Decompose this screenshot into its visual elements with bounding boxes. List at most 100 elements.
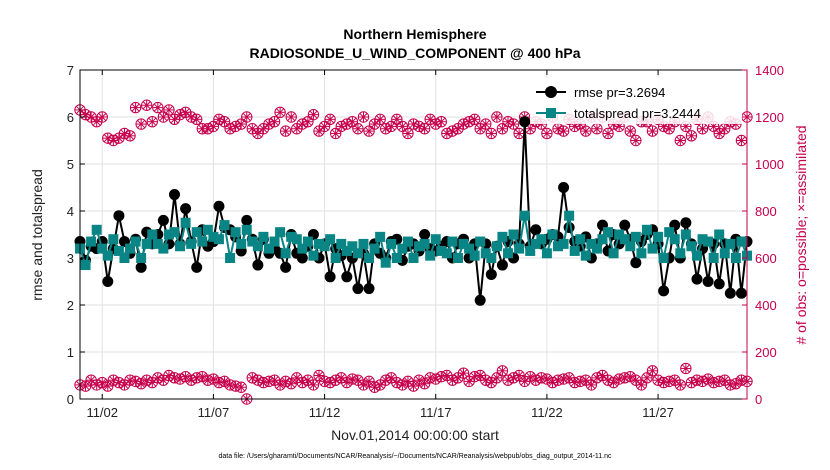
- obs-assimilated-stroke: [181, 372, 190, 381]
- obs-assimilated-stroke: [415, 376, 423, 385]
- spread-point: [680, 229, 691, 240]
- spread-point: [653, 231, 664, 242]
- obs-possible-point: [468, 113, 481, 126]
- obs-assimilated-point: [674, 379, 686, 391]
- spread-point: [525, 245, 536, 256]
- spread-point: [625, 241, 636, 252]
- spread-point: [347, 241, 358, 252]
- obs-possible-marker: [235, 118, 247, 130]
- obs-assimilated-stroke: [631, 136, 640, 145]
- line-series: [74, 116, 753, 306]
- spread-point: [369, 243, 380, 254]
- rmse-point: [168, 189, 180, 201]
- obs-assimilated-stroke: [687, 131, 696, 140]
- spread-point: [302, 236, 313, 247]
- spread-point: [591, 243, 602, 254]
- obs-assimilated-point: [457, 367, 470, 379]
- x-tick-label: 11/12: [309, 405, 341, 420]
- obs-possible-point: [218, 116, 231, 128]
- obs-assimilated-stroke: [398, 122, 407, 131]
- obs-assimilated-stroke: [420, 124, 429, 133]
- obs-assimilated-stroke: [354, 124, 362, 133]
- obs-possible-point: [329, 127, 342, 140]
- obs-assimilated-stroke: [209, 122, 218, 131]
- obs-assimilated-point: [635, 379, 648, 391]
- x-axis-label: Nov.01,2014 00:00:00 start: [331, 427, 499, 443]
- spread-point: [80, 260, 91, 271]
- rmse-point: [352, 283, 364, 295]
- spread-point: [163, 229, 174, 240]
- obs-possible-marker: [396, 120, 409, 133]
- rmse-point: [519, 116, 531, 128]
- obs-possible-point: [129, 101, 142, 114]
- obs-assimilated-stroke: [704, 375, 712, 383]
- spread-point: [380, 257, 391, 268]
- y-tick-label-left: 0: [67, 392, 74, 407]
- obs-possible-marker: [580, 125, 592, 137]
- rmse-point: [180, 203, 192, 215]
- obs-assimilated-stroke: [137, 379, 145, 388]
- spread-point: [136, 253, 147, 263]
- spread-point: [230, 227, 241, 238]
- obs-assimilated-stroke: [481, 120, 490, 128]
- spread-point: [464, 243, 475, 254]
- obs-possible-marker: [491, 111, 503, 123]
- obs-possible-point: [141, 99, 153, 111]
- obs-assimilated-stroke: [459, 369, 468, 378]
- obs-assimilated-stroke: [370, 120, 379, 128]
- spread-point: [425, 250, 436, 261]
- obs-possible-point: [241, 111, 253, 123]
- obs-assimilated-stroke: [148, 378, 157, 387]
- legend: rmse pr=3.2694 totalspread pr=3.2444: [530, 78, 742, 124]
- obs-possible-marker: [457, 367, 470, 379]
- obs-assimilated-stroke: [242, 113, 251, 121]
- spread-point: [308, 250, 319, 261]
- obs-assimilated-point: [624, 370, 636, 383]
- obs-assimilated-stroke: [515, 129, 523, 138]
- obs-assimilated-stroke: [515, 371, 523, 380]
- spread-point: [352, 248, 363, 259]
- obs-possible-marker: [674, 379, 686, 391]
- obs-assimilated-stroke: [720, 376, 729, 385]
- spread-point: [458, 238, 469, 249]
- y-tick-label-right: 400: [755, 298, 777, 313]
- spread-point: [564, 210, 575, 221]
- obs-assimilated-stroke: [309, 381, 318, 389]
- rmse-point: [680, 217, 692, 229]
- obs-possible-point: [374, 113, 386, 126]
- obs-assimilated-stroke: [737, 136, 746, 145]
- spread-point: [502, 248, 513, 259]
- spread-point: [141, 238, 152, 249]
- spread-point: [269, 236, 280, 247]
- obs-possible-marker: [124, 130, 136, 142]
- spread-point: [386, 238, 397, 249]
- spread-point: [119, 253, 130, 263]
- obs-possible-point: [735, 134, 748, 147]
- obs-possible-marker: [507, 118, 520, 130]
- y-tick-label-left: 5: [67, 157, 74, 172]
- rmse-point: [619, 219, 631, 231]
- spread-point: [697, 234, 708, 245]
- legend-marker-rmse: [545, 86, 557, 98]
- y-tick-label-left: 1: [67, 345, 74, 360]
- spread-point: [447, 236, 458, 247]
- obs-assimilated-stroke: [454, 373, 462, 382]
- spread-point: [553, 241, 564, 252]
- obs-assimilated-stroke: [142, 101, 151, 110]
- spread-point: [402, 236, 413, 247]
- spread-point: [658, 253, 669, 263]
- obs-possible-marker: [680, 362, 692, 375]
- obs-assimilated-stroke: [648, 127, 657, 135]
- spread-point: [297, 243, 308, 254]
- obs-assimilated-stroke: [153, 103, 162, 112]
- spread-point: [514, 243, 525, 254]
- obs-assimilated-stroke: [148, 117, 157, 126]
- obs-assimilated-stroke: [220, 377, 229, 386]
- obs-possible-marker: [324, 113, 336, 126]
- obs-possible-point: [513, 127, 525, 140]
- obs-assimilated-stroke: [237, 120, 246, 128]
- obs-possible-point: [268, 116, 281, 128]
- obs-assimilated-stroke: [348, 117, 357, 126]
- obs-possible-point: [685, 130, 698, 142]
- y-tick-label-right: 0: [755, 392, 762, 407]
